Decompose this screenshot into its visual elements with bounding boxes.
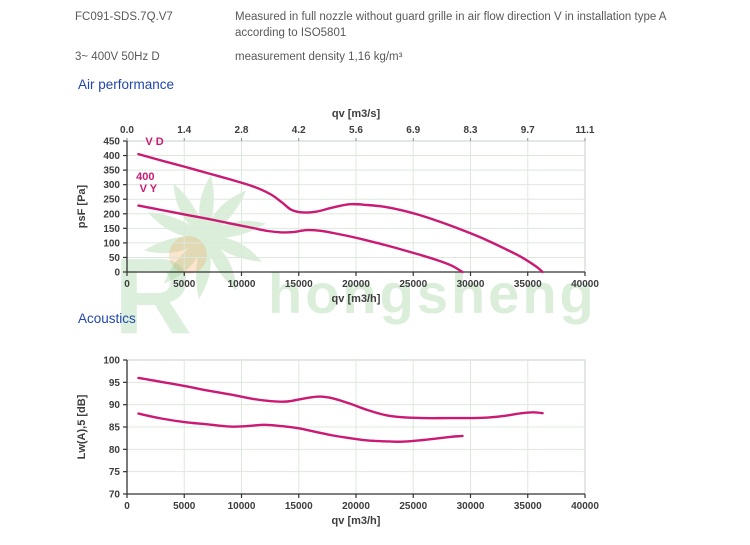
measurement-density: measurement density 1,16 kg/m³ bbox=[235, 51, 403, 63]
svg-text:psF [Pa]: psF [Pa] bbox=[76, 184, 88, 228]
svg-text:100: 100 bbox=[103, 238, 120, 249]
svg-text:150: 150 bbox=[103, 224, 120, 235]
svg-text:8.3: 8.3 bbox=[464, 125, 478, 136]
svg-text:10000: 10000 bbox=[228, 279, 256, 290]
svg-text:0: 0 bbox=[124, 279, 130, 290]
svg-text:50: 50 bbox=[109, 253, 121, 264]
svg-text:qv [m3/s]: qv [m3/s] bbox=[332, 108, 381, 120]
svg-text:5.6: 5.6 bbox=[349, 125, 363, 136]
svg-text:V D: V D bbox=[145, 136, 163, 148]
svg-text:4.2: 4.2 bbox=[292, 125, 306, 136]
svg-text:5000: 5000 bbox=[173, 279, 196, 290]
svg-text:15000: 15000 bbox=[285, 279, 313, 290]
svg-text:25000: 25000 bbox=[399, 279, 427, 290]
svg-text:qv [m3/h]: qv [m3/h] bbox=[332, 515, 381, 527]
svg-text:75: 75 bbox=[109, 467, 121, 478]
svg-text:30000: 30000 bbox=[457, 279, 485, 290]
svg-text:35000: 35000 bbox=[514, 501, 542, 512]
svg-text:Lw(A),5 [dB]: Lw(A),5 [dB] bbox=[76, 394, 88, 459]
section-title-acoustics: Acoustics bbox=[78, 311, 136, 326]
svg-text:11.1: 11.1 bbox=[576, 125, 595, 136]
svg-text:350: 350 bbox=[103, 166, 120, 177]
svg-text:250: 250 bbox=[103, 195, 120, 206]
svg-text:200: 200 bbox=[103, 209, 120, 220]
svg-text:qv [m3/h]: qv [m3/h] bbox=[332, 293, 381, 305]
svg-text:90: 90 bbox=[109, 400, 121, 411]
svg-text:95: 95 bbox=[109, 378, 121, 389]
svg-text:0: 0 bbox=[114, 268, 120, 279]
svg-text:100: 100 bbox=[103, 356, 120, 367]
svg-text:400: 400 bbox=[103, 151, 120, 162]
svg-text:0: 0 bbox=[124, 501, 130, 512]
svg-text:2.8: 2.8 bbox=[235, 125, 249, 136]
svg-text:15000: 15000 bbox=[285, 501, 313, 512]
model-number: FC091-SDS.7Q.V7 bbox=[75, 11, 173, 23]
svg-text:400: 400 bbox=[136, 171, 154, 183]
svg-text:6.9: 6.9 bbox=[406, 125, 420, 136]
svg-text:20000: 20000 bbox=[342, 501, 370, 512]
power-spec: 3~ 400V 50Hz D bbox=[75, 51, 160, 63]
svg-text:40000: 40000 bbox=[571, 501, 599, 512]
svg-text:30000: 30000 bbox=[457, 501, 485, 512]
svg-text:450: 450 bbox=[103, 137, 120, 148]
air-performance-chart: 0 5000 10000 15000 20000 25000 30000 35000 40000… bbox=[76, 108, 599, 305]
svg-text:1.4: 1.4 bbox=[177, 125, 191, 136]
svg-text:V Y: V Y bbox=[140, 183, 158, 195]
svg-text:9.7: 9.7 bbox=[521, 125, 535, 136]
svg-text:0.0: 0.0 bbox=[120, 125, 134, 136]
section-title-air-performance: Air performance bbox=[78, 77, 175, 92]
svg-text:70: 70 bbox=[109, 490, 121, 501]
svg-text:10000: 10000 bbox=[228, 501, 256, 512]
svg-text:20000: 20000 bbox=[342, 279, 370, 290]
measurement-description: Measured in full nozzle without guard gr… bbox=[235, 11, 666, 39]
svg-text:300: 300 bbox=[103, 180, 120, 191]
svg-text:35000: 35000 bbox=[514, 279, 542, 290]
svg-text:40000: 40000 bbox=[571, 279, 599, 290]
acoustics-chart: 0 5000 10000 15000 20000 25000 30000 35000 40000… bbox=[76, 356, 599, 528]
svg-text:25000: 25000 bbox=[399, 501, 427, 512]
svg-text:80: 80 bbox=[109, 445, 121, 456]
svg-text:85: 85 bbox=[109, 423, 121, 434]
svg-text:5000: 5000 bbox=[173, 501, 196, 512]
